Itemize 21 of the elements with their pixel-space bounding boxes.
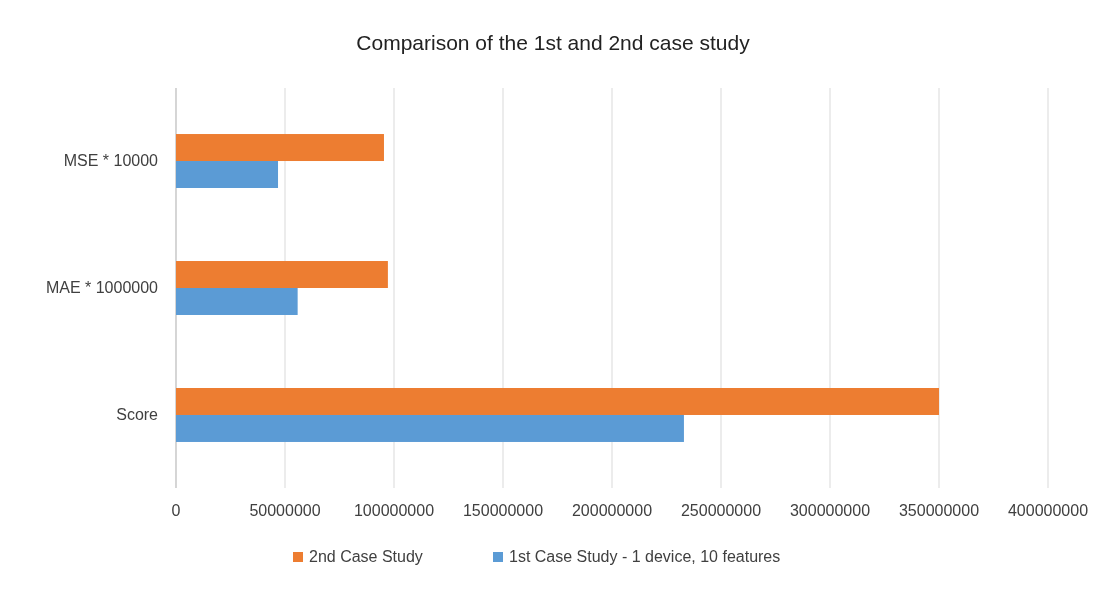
x-tick-label: 150000000 bbox=[462, 502, 544, 519]
bar bbox=[176, 161, 279, 188]
y-tick-label: MAE * 1000000 bbox=[45, 279, 159, 296]
x-tick-label: 400000000 bbox=[1007, 502, 1089, 519]
chart-title: Comparison of the 1st and 2nd case study bbox=[356, 31, 751, 54]
bar bbox=[176, 288, 298, 315]
x-tick-label: 50000000 bbox=[249, 502, 321, 519]
bar bbox=[176, 134, 384, 162]
bar bbox=[176, 388, 939, 415]
x-tick-label: 200000000 bbox=[571, 502, 653, 519]
y-tick-label: MSE * 10000 bbox=[63, 152, 159, 170]
legend-label: 1st Case Study - 1 device, 10 features bbox=[509, 548, 781, 565]
bar bbox=[176, 414, 684, 442]
x-tick-label: 300000000 bbox=[789, 502, 871, 519]
x-tick-label: 250000000 bbox=[680, 502, 762, 519]
bar bbox=[176, 261, 388, 288]
x-tick-label: 350000000 bbox=[898, 502, 980, 519]
x-tick-label: 0 bbox=[171, 502, 181, 519]
x-tick-label: 100000000 bbox=[353, 502, 435, 519]
legend-label: 2nd Case Study bbox=[309, 548, 423, 565]
y-tick-label: Score bbox=[116, 405, 159, 423]
